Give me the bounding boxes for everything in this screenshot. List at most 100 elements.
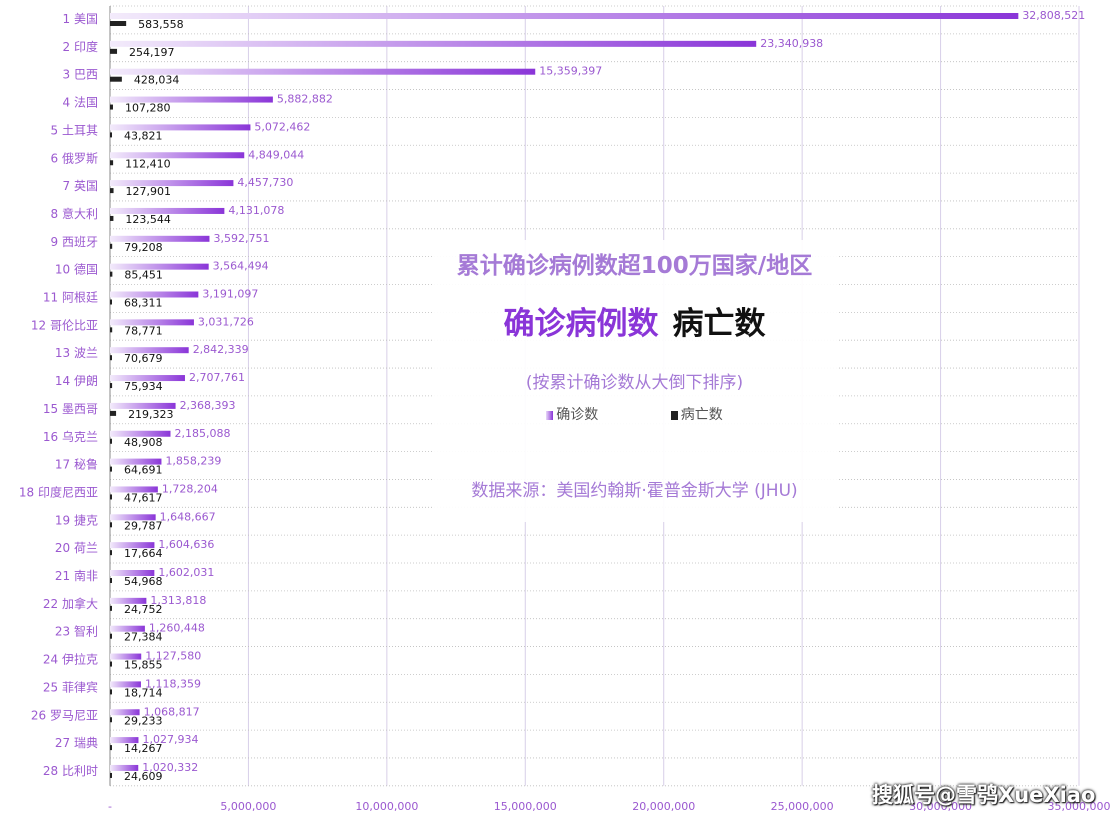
data-label-confirmed: 23,340,938 <box>760 37 823 50</box>
data-label-deaths: 47,617 <box>124 491 163 504</box>
bar-deaths <box>110 48 118 54</box>
data-label-deaths: 107,280 <box>125 102 171 115</box>
bar-confirmed <box>110 681 141 688</box>
bar-confirmed <box>110 40 757 47</box>
category-label: 17 秘鲁 <box>55 458 98 472</box>
source-note: 数据来源：美国约翰斯·霍普金斯大学 (JHU) <box>471 481 798 501</box>
bar-deaths <box>110 215 114 221</box>
legend-item-deaths: 病亡数 <box>670 404 723 424</box>
bar-confirmed <box>110 458 162 465</box>
bar-deaths <box>110 689 112 695</box>
data-label-confirmed: 2,707,761 <box>189 371 245 384</box>
data-label-deaths: 79,208 <box>124 241 163 254</box>
legend-swatch-confirmed <box>546 411 554 420</box>
bar-confirmed <box>110 625 145 632</box>
bar-confirmed <box>110 764 139 771</box>
data-label-deaths: 24,752 <box>124 603 163 616</box>
bar-confirmed <box>110 514 156 521</box>
data-label-confirmed: 1,602,031 <box>158 566 214 579</box>
bar-confirmed <box>110 347 189 354</box>
data-label-confirmed: 15,359,397 <box>539 65 602 78</box>
data-label-confirmed: 1,728,204 <box>162 482 218 495</box>
category-label: 24 伊拉克 <box>43 652 98 667</box>
data-label-confirmed: 1,020,332 <box>142 761 198 774</box>
data-label-deaths: 85,451 <box>124 269 163 282</box>
data-label-deaths: 70,679 <box>124 352 163 365</box>
data-label-deaths: 127,901 <box>126 185 172 198</box>
data-label-confirmed: 5,882,882 <box>277 93 333 106</box>
category-label: 18 印度尼西亚 <box>19 484 98 499</box>
watermark: 搜狐号@雪鸮XueXiao <box>872 783 1096 807</box>
data-label-deaths: 254,197 <box>129 46 175 59</box>
category-label: 11 阿根廷 <box>43 291 98 305</box>
data-label-confirmed: 1,118,359 <box>145 677 201 690</box>
subtitle-confirmed: 确诊病例数 <box>503 306 659 342</box>
bar-deaths <box>110 494 112 500</box>
bar-confirmed <box>110 235 210 242</box>
data-label-confirmed: 3,592,751 <box>213 232 269 245</box>
labels-layer: 1 美国 32,808,521 583,558 2 印度 23,340,938 254,1… <box>19 9 1085 783</box>
legend-swatch-deaths <box>670 411 678 420</box>
category-label: 13 波兰 <box>55 346 98 360</box>
category-label: 9 西班牙 <box>51 235 98 249</box>
data-label-confirmed: 3,191,097 <box>202 288 258 301</box>
data-label-deaths: 15,855 <box>124 659 163 672</box>
bar-deaths <box>110 21 127 26</box>
chart-subtitle: 确诊病例数 病亡数 <box>432 298 837 343</box>
bar-deaths <box>110 104 113 110</box>
bar-confirmed <box>110 597 147 604</box>
data-label-deaths: 75,934 <box>124 380 163 393</box>
category-label: 5 土耳其 <box>51 123 98 137</box>
bar-deaths <box>110 76 122 82</box>
bar-deaths <box>110 271 113 277</box>
bar-deaths <box>110 132 112 138</box>
category-label: 16 乌克兰 <box>43 429 98 444</box>
chart-title: 累计确诊病例数超100万国家/地区 <box>456 253 813 279</box>
bar-confirmed <box>110 68 536 75</box>
bar-deaths <box>110 605 112 611</box>
x-tick-label: 25,000,000 <box>771 800 834 813</box>
data-label-deaths: 583,558 <box>138 18 184 31</box>
category-label: 28 比利时 <box>43 764 98 778</box>
bar-confirmed <box>110 653 142 660</box>
data-label-confirmed: 4,457,730 <box>237 176 293 189</box>
data-label-confirmed: 3,564,494 <box>213 260 269 273</box>
x-tick-label: 15,000,000 <box>494 800 557 813</box>
bar-deaths <box>110 772 112 778</box>
data-label-deaths: 112,410 <box>125 157 171 170</box>
category-label: 20 荷兰 <box>55 541 98 555</box>
legend-label-deaths: 病亡数 <box>680 407 723 423</box>
bar-deaths <box>110 633 112 639</box>
bar-deaths <box>110 745 112 751</box>
data-label-deaths: 54,968 <box>124 575 163 588</box>
category-label: 22 加拿大 <box>43 596 98 611</box>
data-label-confirmed: 1,027,934 <box>142 733 198 746</box>
data-label-confirmed: 2,185,088 <box>174 427 230 440</box>
data-label-deaths: 18,714 <box>124 686 163 699</box>
bar-deaths <box>110 410 117 416</box>
bar-deaths <box>110 661 112 667</box>
data-label-confirmed: 1,648,667 <box>160 510 216 523</box>
bar-confirmed <box>110 570 155 576</box>
bar-confirmed <box>110 263 209 270</box>
data-label-confirmed: 4,131,078 <box>228 204 284 217</box>
bar-confirmed <box>110 291 199 298</box>
data-label-confirmed: 32,808,521 <box>1022 9 1085 22</box>
x-tick-label: - <box>108 800 112 813</box>
bar-confirmed <box>110 124 251 131</box>
data-label-deaths: 68,311 <box>124 297 163 310</box>
bar-deaths <box>110 466 112 472</box>
bar-deaths <box>110 383 113 389</box>
bar-confirmed <box>110 207 225 214</box>
category-label: 23 智利 <box>55 624 98 639</box>
data-label-confirmed: 1,127,580 <box>145 650 201 663</box>
bar-confirmed <box>110 96 273 103</box>
category-label: 15 墨西哥 <box>43 402 98 416</box>
legend-item-confirmed: 确诊数 <box>546 404 598 424</box>
category-label: 19 捷克 <box>55 513 98 527</box>
sort-note: (按累计确诊数从大倒下排序) <box>525 373 744 393</box>
data-label-confirmed: 2,368,393 <box>180 399 236 412</box>
bar-confirmed <box>110 152 245 159</box>
chart-title-box: 累计确诊病例数超100万国家/地区 确诊病例数 病亡数 (按累计确诊数从大倒下排序… <box>432 240 837 522</box>
data-label-deaths: 43,821 <box>124 129 163 142</box>
